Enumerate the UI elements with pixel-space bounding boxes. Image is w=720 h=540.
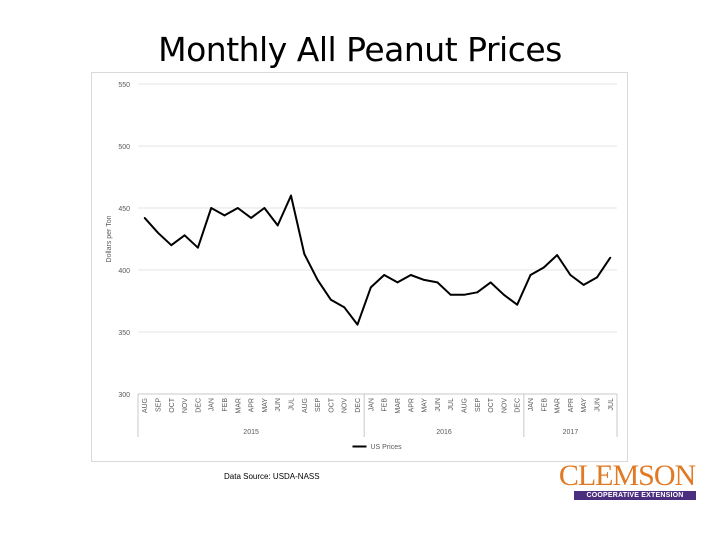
data-point [250, 217, 252, 219]
x-tick-label: JUL [448, 398, 455, 411]
data-point [516, 303, 519, 306]
data-point [157, 231, 159, 234]
data-point [569, 274, 572, 276]
data-point [383, 274, 386, 276]
data-point [396, 281, 399, 284]
x-tick-label: FEB [541, 398, 548, 412]
data-point [170, 244, 173, 247]
data-point [263, 207, 266, 209]
data-point [236, 207, 239, 209]
data-point [476, 291, 479, 294]
data-point [542, 266, 545, 269]
x-tick-label: OCT [169, 397, 176, 413]
data-point [290, 194, 292, 197]
line-chart: 300 350 400 450 500 550 Dollars per Ton AUG SEP O… [106, 82, 618, 451]
chart-frame: 300 350 400 450 500 550 Dollars per Ton AUG SEP O… [91, 72, 628, 462]
logo-wordmark: CLEMSON [558, 459, 696, 492]
x-tick-label: MAR [395, 398, 402, 414]
data-point [556, 254, 559, 257]
x-tick-label: APR [568, 398, 575, 412]
legend-label: US Prices [371, 444, 403, 451]
x-tick-label: JUL [608, 398, 615, 411]
x-tick-label: SEP [155, 398, 162, 412]
y-tick-label: 550 [118, 82, 130, 89]
x-tick-label: JUL [289, 398, 296, 411]
data-point [436, 281, 439, 284]
y-tick-label: 350 [118, 330, 130, 337]
x-tick-label: NOV [182, 398, 189, 414]
x-tick-label: MAY [262, 398, 269, 413]
year-label: 2017 [563, 429, 579, 436]
data-point [409, 274, 412, 276]
series-line [143, 194, 612, 326]
data-point [503, 293, 505, 296]
x-tick-label: APR [408, 398, 415, 412]
data-point [369, 286, 372, 289]
data-point [183, 234, 186, 237]
x-tick-label: DEC [355, 398, 362, 413]
data-point [223, 214, 226, 217]
y-tick-label: 400 [118, 268, 130, 275]
data-point [356, 323, 359, 326]
year-label: 2015 [243, 429, 259, 436]
year-label: 2016 [436, 429, 452, 436]
x-tick-label: JAN [368, 398, 375, 411]
y-axis-title: Dollars per Ton [106, 215, 113, 262]
slide-title: Monthly All Peanut Prices [158, 30, 562, 69]
x-tick-label: MAY [581, 398, 588, 413]
data-point [196, 246, 199, 249]
x-tick-label: SEP [475, 398, 482, 412]
x-tick-label: MAY [422, 398, 429, 413]
data-point [489, 281, 492, 284]
data-point [316, 279, 319, 281]
x-tick-label: OCT [328, 397, 335, 413]
data-point [210, 207, 213, 209]
data-point [609, 256, 612, 259]
x-tick-label: FEB [222, 398, 229, 412]
x-tick-label: OCT [488, 397, 495, 413]
x-tick-label: MAR [235, 398, 242, 414]
x-tick-label: NOV [342, 398, 349, 414]
data-point [596, 276, 598, 279]
data-point [343, 306, 346, 309]
x-tick-label: AUG [302, 398, 309, 413]
x-tick-label: AUG [461, 398, 468, 413]
x-tick-label: AUG [142, 398, 149, 413]
data-source-note: Data Source: USDA-NASS [224, 472, 320, 481]
data-point [582, 283, 585, 286]
logo-subtitle: COOPERATIVE EXTENSION [574, 491, 696, 500]
x-tick-label: JUN [275, 398, 282, 412]
x-tick-label: NOV [501, 398, 508, 414]
data-point [276, 224, 279, 227]
data-point [449, 293, 452, 296]
data-point [330, 298, 332, 301]
data-point [303, 252, 306, 255]
data-point [463, 293, 465, 296]
x-tick-label: SEP [315, 398, 322, 412]
y-tick-label: 300 [118, 392, 130, 399]
y-tick-label: 500 [118, 144, 130, 151]
x-tick-label: FEB [382, 398, 389, 412]
data-point [423, 279, 425, 281]
data-point [529, 274, 532, 276]
x-tick-label: DEC [195, 398, 202, 413]
x-tick-label: JUN [595, 398, 602, 412]
x-tick-label: JAN [528, 398, 535, 411]
x-tick-label: APR [249, 398, 256, 412]
clemson-logo: CLEMSON COOPERATIVE EXTENSION [556, 459, 698, 502]
data-point [143, 217, 146, 219]
x-tick-label: DEC [515, 398, 522, 413]
y-tick-label: 450 [118, 206, 130, 213]
x-tick-label: MAR [555, 398, 562, 414]
x-tick-label: JUN [435, 398, 442, 412]
x-tick-label: JAN [209, 398, 216, 411]
